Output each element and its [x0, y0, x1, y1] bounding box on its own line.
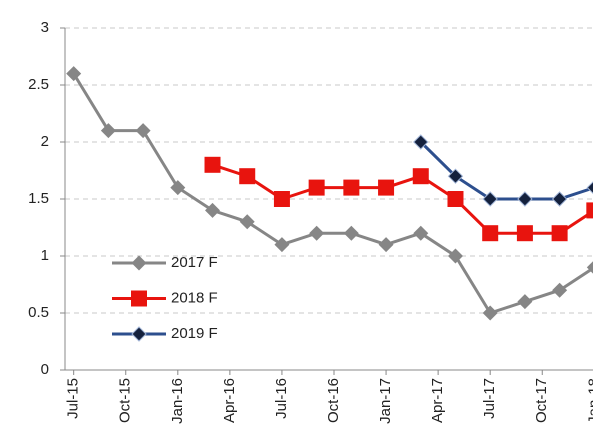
x-tick-label: Apr-16: [221, 378, 238, 423]
marker: [447, 248, 463, 264]
marker: [378, 237, 394, 253]
marker: [412, 168, 429, 185]
legend-label: 2017 F: [171, 254, 218, 271]
marker: [131, 255, 147, 271]
marker: [552, 282, 568, 298]
y-tick-label: 2.5: [28, 76, 49, 93]
y-tick-label: 2: [41, 133, 49, 150]
legend-label: 2018 F: [171, 289, 218, 306]
marker: [586, 181, 593, 194]
marker: [131, 326, 147, 342]
marker: [447, 168, 464, 184]
marker: [273, 191, 290, 207]
series-line: [419, 140, 593, 201]
y-tick-label: 1.5: [28, 190, 49, 207]
x-tick-label: Jul-15: [65, 378, 82, 419]
marker: [170, 180, 186, 196]
marker: [205, 202, 221, 218]
marker: [309, 225, 325, 241]
x-tick-label: Jul-17: [481, 378, 498, 419]
marker: [343, 225, 359, 241]
marker: [586, 261, 593, 274]
y-tick-label: 0: [41, 361, 49, 378]
x-tick-label: Oct-16: [325, 378, 342, 423]
x-tick-label: Jul-16: [273, 378, 290, 419]
marker: [100, 123, 116, 139]
y-tick-label: 1: [41, 247, 49, 264]
marker: [482, 305, 498, 321]
marker: [274, 237, 290, 253]
marker: [482, 191, 498, 207]
marker: [482, 225, 499, 242]
series-line: [72, 72, 593, 315]
x-tick-label: Jan-16: [169, 378, 186, 424]
legend-label: 2019 F: [171, 325, 218, 342]
x-tick-label: Oct-15: [117, 378, 134, 423]
x-tick-label: Oct-17: [533, 378, 550, 423]
marker: [308, 179, 325, 196]
x-tick-label: Apr-17: [429, 378, 446, 423]
marker: [135, 123, 151, 139]
x-tick-label: Jan-17: [377, 378, 394, 424]
marker: [413, 225, 429, 241]
marker: [131, 290, 147, 307]
marker: [517, 294, 533, 310]
marker: [239, 214, 255, 230]
marker: [447, 191, 464, 207]
marker: [551, 225, 568, 242]
marker: [378, 179, 395, 196]
marker: [586, 202, 593, 219]
y-tick-label: 3: [41, 19, 49, 36]
marker: [516, 225, 533, 242]
marker: [239, 168, 256, 185]
marker: [551, 191, 568, 207]
x-tick-label: Jan-18: [585, 378, 593, 424]
marker: [66, 66, 82, 82]
marker: [343, 179, 360, 196]
marker: [413, 134, 429, 150]
marker: [204, 156, 221, 173]
y-tick-label: 0.5: [28, 304, 49, 321]
marker: [517, 191, 533, 207]
